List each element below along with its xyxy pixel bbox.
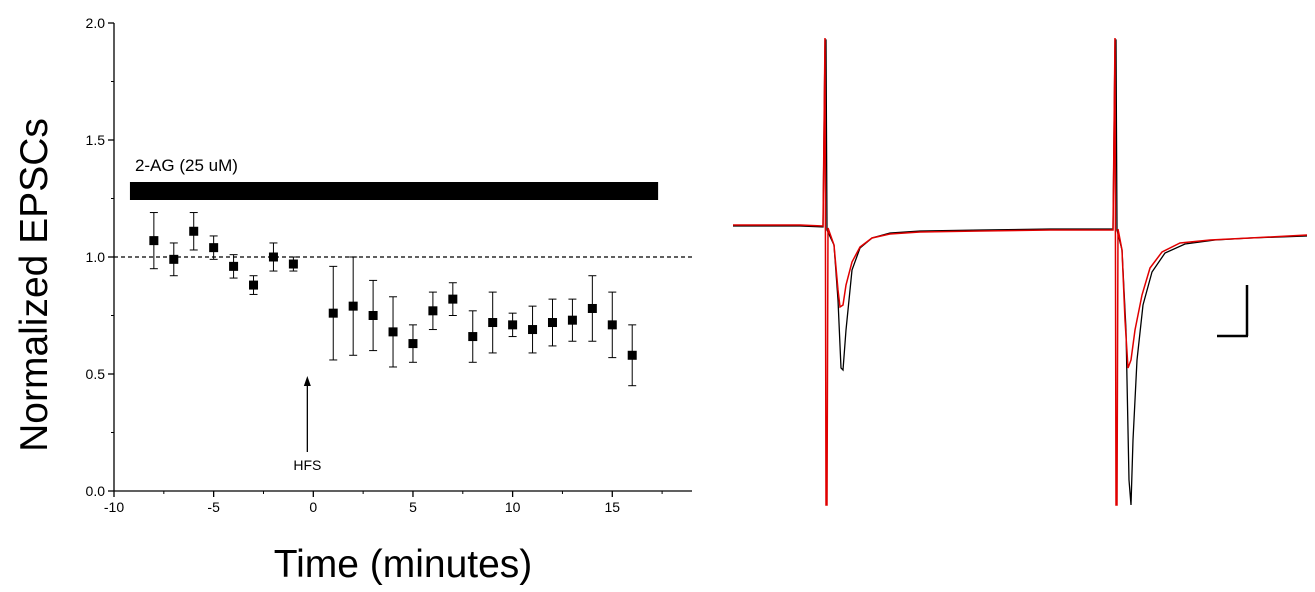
y-axis-title: Normalized EPSCs bbox=[13, 118, 56, 452]
scale-bar bbox=[1217, 285, 1249, 338]
marker bbox=[627, 350, 637, 360]
data-point bbox=[268, 242, 278, 272]
data-point bbox=[587, 275, 597, 342]
y-tick-label: 2.0 bbox=[86, 15, 106, 31]
data-point bbox=[567, 298, 577, 342]
y-tick-label: 1.5 bbox=[86, 132, 106, 148]
epsc-time-course-panel: 0.0 0.5 1.0 1.5 2.0 -10 -5 0 5 10 15 2-AG (25 uM)… bbox=[13, 15, 692, 586]
marker bbox=[268, 252, 278, 262]
marker bbox=[149, 236, 159, 246]
marker bbox=[508, 320, 518, 330]
marker bbox=[288, 259, 298, 269]
epsc-traces-panel bbox=[733, 37, 1308, 506]
x-tick-label: -5 bbox=[207, 499, 220, 515]
marker bbox=[368, 311, 378, 320]
y-tick-label: 0.5 bbox=[86, 366, 106, 382]
data-point bbox=[249, 275, 259, 295]
data-point bbox=[627, 324, 637, 387]
marker bbox=[448, 294, 458, 304]
data-points bbox=[149, 212, 637, 387]
x-axis: -10 -5 0 5 10 15 bbox=[104, 490, 692, 515]
data-point bbox=[448, 282, 458, 316]
data-point bbox=[368, 279, 378, 352]
marker bbox=[388, 327, 398, 337]
marker bbox=[209, 243, 219, 253]
marker bbox=[528, 325, 538, 335]
drug-application-bar bbox=[129, 182, 659, 200]
data-point bbox=[288, 256, 298, 272]
data-point bbox=[189, 212, 199, 251]
data-point bbox=[428, 291, 438, 331]
x-tick-label: -10 bbox=[104, 499, 124, 515]
x-tick-label: 15 bbox=[604, 499, 620, 515]
marker bbox=[229, 261, 239, 271]
data-point bbox=[149, 212, 159, 270]
y-tick-label: 0.0 bbox=[86, 483, 106, 499]
data-point bbox=[169, 242, 179, 277]
x-tick-label: 5 bbox=[409, 499, 417, 515]
data-point bbox=[348, 256, 358, 356]
data-point bbox=[328, 265, 338, 361]
data-point bbox=[468, 310, 478, 363]
marker bbox=[587, 303, 597, 313]
data-point bbox=[528, 305, 538, 354]
marker bbox=[408, 339, 418, 349]
marker bbox=[169, 254, 179, 264]
marker bbox=[547, 318, 557, 328]
marker bbox=[468, 332, 478, 342]
marker bbox=[607, 320, 617, 330]
data-point bbox=[408, 324, 418, 363]
drug-application-label: 2-AG (25 uM) bbox=[135, 156, 238, 175]
data-point bbox=[209, 235, 219, 260]
data-point bbox=[607, 291, 617, 359]
x-tick-label: 0 bbox=[309, 499, 317, 515]
trace-2ag bbox=[733, 37, 1308, 506]
y-axis: 0.0 0.5 1.0 1.5 2.0 bbox=[86, 15, 115, 499]
hfs-label: HFS bbox=[293, 457, 321, 473]
x-axis-title: Time (minutes) bbox=[274, 543, 533, 586]
y-tick-label: 1.0 bbox=[86, 249, 106, 265]
marker bbox=[567, 315, 577, 325]
data-point bbox=[508, 312, 518, 338]
hfs-arrow-icon bbox=[303, 376, 311, 386]
marker bbox=[189, 226, 199, 236]
x-tick-label: 10 bbox=[505, 499, 521, 515]
marker bbox=[428, 306, 438, 316]
trace-control bbox=[733, 39, 1308, 506]
marker bbox=[488, 318, 498, 328]
marker bbox=[249, 280, 259, 290]
data-point bbox=[229, 254, 239, 279]
data-point bbox=[488, 291, 498, 354]
marker bbox=[348, 301, 358, 311]
marker bbox=[328, 308, 338, 318]
data-point bbox=[547, 298, 557, 347]
data-point bbox=[388, 296, 398, 368]
